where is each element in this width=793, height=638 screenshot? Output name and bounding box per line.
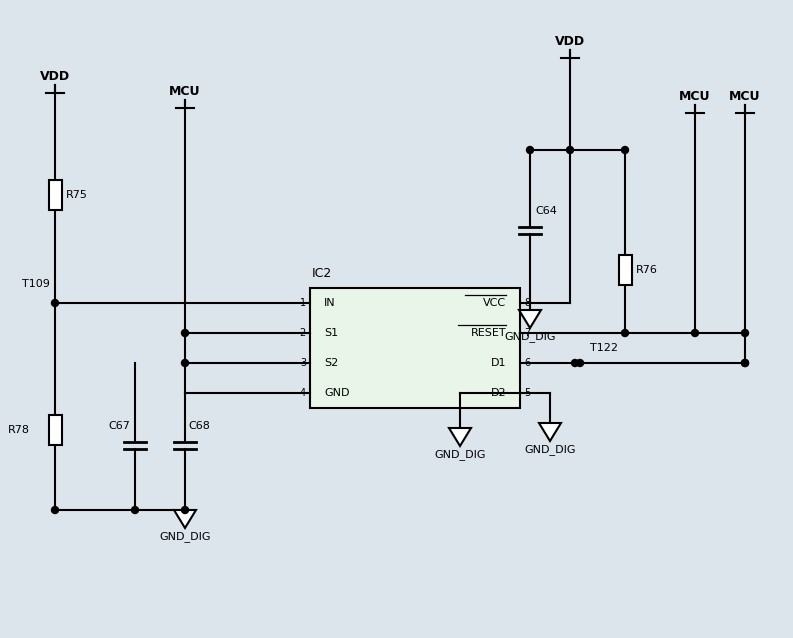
Circle shape (52, 299, 59, 306)
Circle shape (741, 359, 749, 366)
Text: 2: 2 (300, 328, 306, 338)
Bar (310, 288, 520, 408)
Circle shape (691, 329, 699, 336)
Bar (48, 180, 62, 210)
Circle shape (132, 507, 139, 514)
Circle shape (182, 329, 189, 336)
Polygon shape (174, 510, 196, 528)
Text: GND_DIG: GND_DIG (524, 444, 576, 455)
Text: C64: C64 (535, 206, 557, 216)
Circle shape (741, 329, 749, 336)
Circle shape (52, 507, 59, 514)
Polygon shape (519, 310, 541, 328)
Text: S2: S2 (324, 358, 339, 368)
Text: D1: D1 (491, 358, 506, 368)
Text: VDD: VDD (40, 70, 70, 83)
Circle shape (182, 359, 189, 366)
Text: GND_DIG: GND_DIG (504, 331, 556, 342)
Text: T122: T122 (590, 343, 618, 353)
Polygon shape (449, 428, 471, 446)
Text: R76: R76 (636, 265, 658, 275)
Circle shape (527, 147, 534, 154)
Text: MCU: MCU (730, 90, 760, 103)
Text: C67: C67 (108, 421, 130, 431)
Bar (619, 255, 631, 285)
Circle shape (577, 359, 584, 366)
Text: S1: S1 (324, 328, 338, 338)
Circle shape (566, 147, 573, 154)
Text: VDD: VDD (555, 35, 585, 48)
Polygon shape (539, 423, 561, 441)
Text: MCU: MCU (680, 90, 711, 103)
Circle shape (622, 329, 629, 336)
Text: GND: GND (324, 388, 350, 398)
Circle shape (741, 359, 749, 366)
Text: IN: IN (324, 298, 335, 308)
Text: R75: R75 (66, 190, 88, 200)
Circle shape (622, 147, 629, 154)
Circle shape (182, 507, 189, 514)
Text: VCC: VCC (483, 298, 506, 308)
Text: IC2: IC2 (312, 267, 332, 280)
Text: 3: 3 (300, 358, 306, 368)
Text: RESET: RESET (470, 328, 506, 338)
Bar (48, 415, 62, 445)
Circle shape (572, 359, 579, 366)
Text: GND_DIG: GND_DIG (159, 531, 211, 542)
Text: GND_DIG: GND_DIG (435, 449, 486, 460)
Text: 7: 7 (524, 328, 531, 338)
Text: 5: 5 (524, 388, 531, 398)
Text: 6: 6 (524, 358, 531, 368)
Text: 4: 4 (300, 388, 306, 398)
Text: 1: 1 (300, 298, 306, 308)
Text: T109: T109 (22, 279, 50, 289)
Text: 8: 8 (524, 298, 531, 308)
Text: D2: D2 (490, 388, 506, 398)
Text: C68: C68 (188, 421, 210, 431)
Text: R78: R78 (8, 425, 30, 435)
Text: MCU: MCU (169, 85, 201, 98)
